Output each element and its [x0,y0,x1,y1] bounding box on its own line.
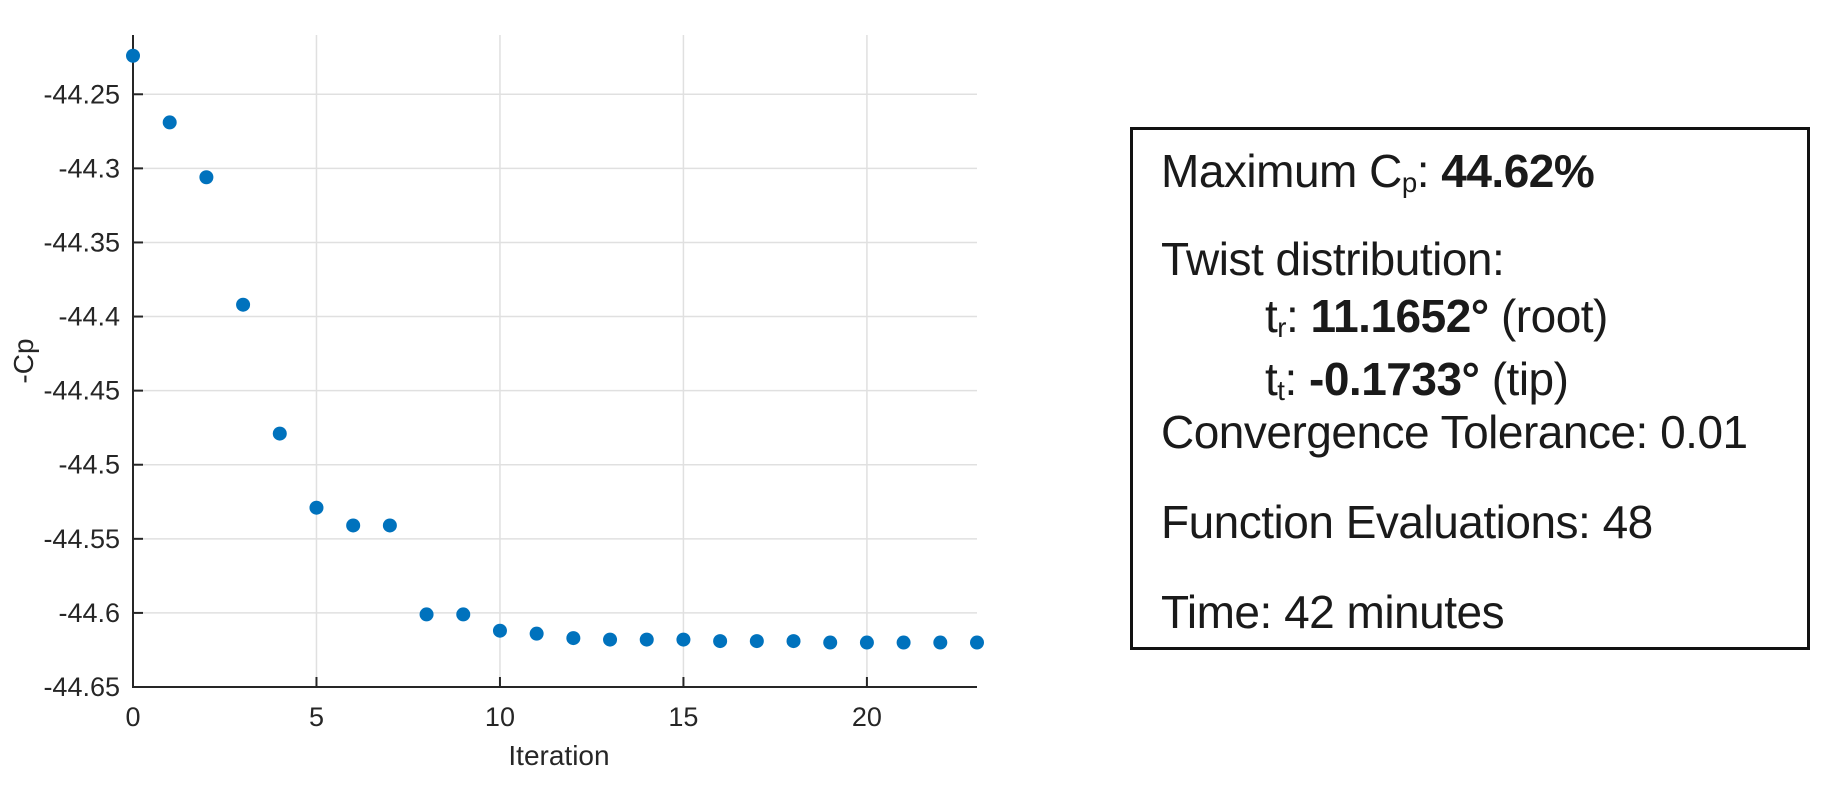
y-tick-label: -44.45 [43,376,120,406]
y-tick-label: -44.6 [58,598,120,628]
twist-root-subscript: r [1277,311,1286,343]
tick-labels: 0 5 10 15 20 -44.25 -44.3 -44.35 -44.4 -44.45 -44.… [43,79,881,732]
data-points [126,48,984,650]
data-point-marker [786,634,801,649]
y-tick-label: -44.65 [43,672,120,702]
twist-tip-suffix: (tip) [1479,353,1569,405]
x-tick-label: 15 [668,702,698,732]
data-point-marker [126,48,140,63]
data-point-marker [713,634,728,649]
data-point-marker [382,518,397,533]
x-tick-label: 20 [852,702,882,732]
y-tick-label: -44.3 [58,153,120,183]
twist-tip-subscript: t [1277,374,1285,406]
convergence-plot-svg: 0 5 10 15 20 -44.25 -44.3 -44.35 -44.4 -44.45 -44.… [8,35,984,771]
max-cp-line: Maximum Cp: 44.62% [1161,145,1595,198]
twist-root-separator: : [1285,290,1311,342]
twist-root-suffix: (root) [1488,290,1608,342]
twist-root-value: 11.1652° [1310,290,1490,342]
data-point-marker [529,626,544,641]
y-tick-label: -44.35 [43,227,120,257]
data-point-marker [236,297,251,312]
data-point-marker [603,632,618,647]
y-tick-label: -44.55 [43,524,120,554]
y-axis-label: -Cp [8,338,39,383]
data-point-marker [970,635,984,650]
twist-root-label: t [1265,290,1278,342]
function-evaluations-line: Function Evaluations: 48 [1161,496,1653,548]
x-tick-label: 5 [309,702,324,732]
data-point-marker [456,607,471,622]
max-cp-separator: : [1416,145,1442,197]
twist-tip-line: tt: -0.1733° (tip) [1265,353,1569,406]
data-point-marker [346,518,361,533]
x-tick-label: 10 [485,702,515,732]
data-point-marker [566,631,581,646]
data-point-marker [859,635,874,650]
time-line: Time: 42 minutes [1161,586,1505,638]
convergence-tolerance-line: Convergence Tolerance: 0.01 [1161,406,1748,458]
max-cp-value: 44.62% [1441,145,1595,197]
data-point-marker [419,607,434,622]
data-point-marker [492,623,507,638]
y-tick-label: -44.25 [43,79,120,109]
data-point-marker [933,635,948,650]
data-point-marker [749,634,764,649]
x-tick-label: 0 [125,702,140,732]
max-cp-subscript: p [1401,166,1417,198]
grid-lines [133,35,977,687]
y-tick-label: -44.4 [58,302,120,332]
axes [132,35,977,688]
twist-root-line: tr: 11.1652° (root) [1265,291,1608,343]
data-point-marker [823,635,838,650]
data-point-marker [676,632,691,647]
twist-heading: Twist distribution: [1161,233,1505,285]
data-point-marker [639,632,654,647]
data-point-marker [309,500,324,515]
data-point-marker [162,115,177,130]
twist-tip-separator: : [1284,353,1310,405]
tick-marks [132,93,868,688]
data-point-marker [896,635,911,650]
twist-tip-label: t [1265,353,1278,405]
y-tick-label: -44.5 [58,450,120,480]
results-box: Maximum Cp: 44.62% Twist distribution: t… [1130,127,1810,650]
x-axis-label: Iteration [508,740,609,771]
convergence-plot: 0 5 10 15 20 -44.25 -44.3 -44.35 -44.4 -44.45 -44.… [8,35,984,771]
data-point-marker [272,426,287,441]
data-point-marker [199,170,214,185]
twist-tip-value: -0.1733° [1309,353,1480,405]
max-cp-label: Maximum C [1161,145,1402,197]
